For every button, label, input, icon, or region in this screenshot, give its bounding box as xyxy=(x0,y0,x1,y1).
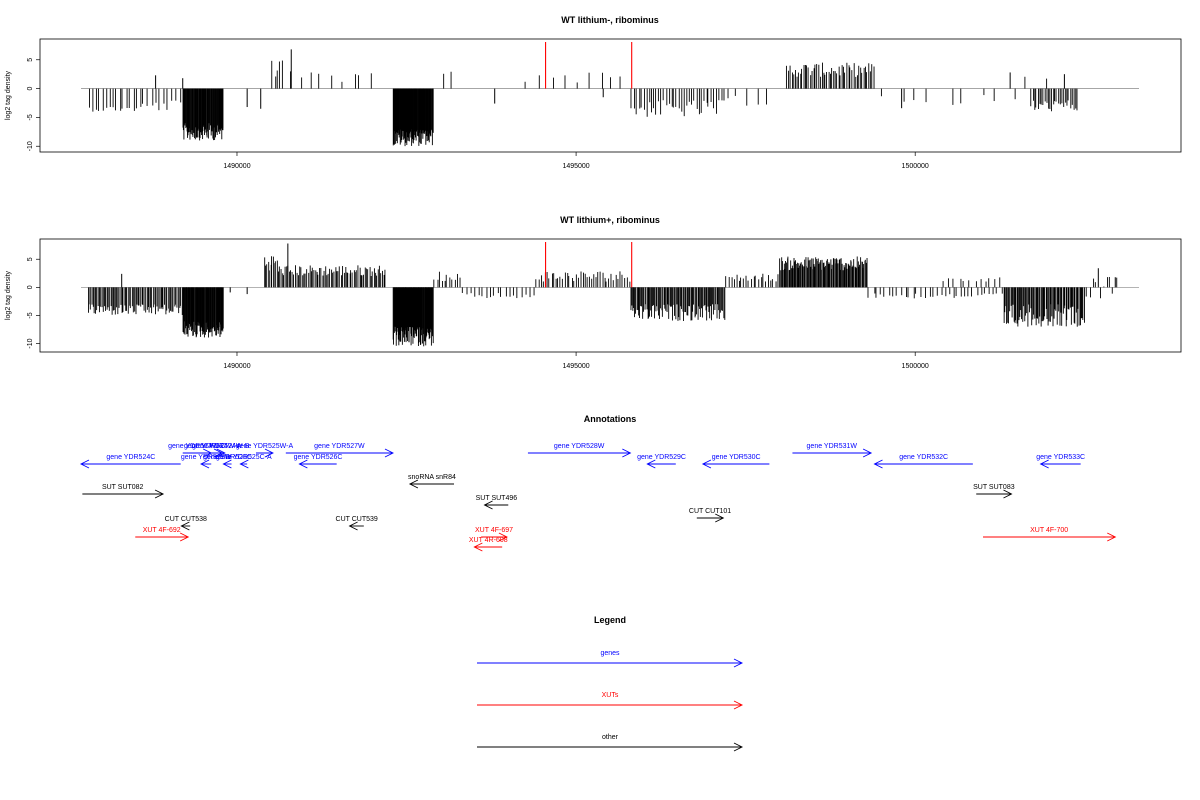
feature-arrowhead xyxy=(180,521,190,531)
feature-arrowhead xyxy=(264,448,274,458)
feature-label: gene YDR526C xyxy=(294,454,343,461)
annotations-title: Annotations xyxy=(584,414,637,424)
feature-arrowhead xyxy=(348,521,358,531)
legend-arrowhead xyxy=(733,658,744,668)
feature-label: gene YDR525C-A xyxy=(216,454,272,461)
feature-label: gene YDR527W xyxy=(314,443,365,450)
feature-arrowhead xyxy=(483,500,493,510)
bar-series xyxy=(88,243,1118,347)
y-axis-label: log2 tag density xyxy=(5,70,12,120)
feature-label: CUT CUT101 xyxy=(689,508,731,515)
feature-label: XUT 4R-608 xyxy=(469,537,508,544)
bar-series xyxy=(89,49,1078,147)
y-tick-label: -10 xyxy=(27,338,34,348)
feature-label: gene YDR529C xyxy=(637,454,686,461)
plot-frame xyxy=(39,238,1182,353)
feature-label: gene YDR530C xyxy=(712,454,761,461)
feature-label: gene YDR533C xyxy=(1036,454,1085,461)
feature-label: gene YDR525W xyxy=(181,454,232,461)
feature-label: XUT 4F-697 xyxy=(475,527,513,534)
feature-label: XUT 4F-692 xyxy=(143,527,181,534)
x-tick-label: 1495000 xyxy=(562,363,589,370)
feature-arrowhead xyxy=(498,532,508,542)
y-tick-label: -5 xyxy=(27,114,34,120)
feature-arrowhead xyxy=(473,542,483,552)
feature-arrowhead xyxy=(715,513,725,523)
feature-arrowhead xyxy=(154,489,165,499)
feature-arrowhead xyxy=(200,459,210,469)
x-tick-label: 1500000 xyxy=(902,363,929,370)
feature-arrowhead xyxy=(298,459,308,469)
y-axis-label: log2 tag density xyxy=(5,270,12,320)
x-tick-label: 1490000 xyxy=(223,363,250,370)
feature-label: SUT SUT496 xyxy=(476,495,518,502)
chart-title: WT lithium+, ribominus xyxy=(560,215,660,225)
y-tick-label: 0 xyxy=(27,285,34,289)
legend-panel: Legend genes XUTs other xyxy=(477,615,744,752)
feature-label: CUT CUT539 xyxy=(336,516,378,523)
y-tick-label: 0 xyxy=(27,87,34,91)
legend-item-label: genes xyxy=(600,650,620,657)
legend-item-label: XUTs xyxy=(602,692,619,699)
chart-lithium-minus: WT lithium-, ribominus -10 -5 0 5 log2 tag de… xyxy=(5,15,1182,170)
feature-label: gene YDR525W-A xyxy=(236,443,294,450)
feature-label: CUT CUT538 xyxy=(165,516,207,523)
feature-label: gene YDR531W xyxy=(807,443,858,450)
feature-arrowhead xyxy=(862,448,873,458)
feature-label: gene YDR524C xyxy=(106,454,155,461)
feature-label: gene YDR524W-B xyxy=(192,443,250,450)
feature-arrowhead xyxy=(239,459,249,469)
feature-arrowhead xyxy=(384,448,394,458)
feature-arrowhead xyxy=(1003,489,1013,499)
x-tick-label: 1490000 xyxy=(223,163,250,170)
chart-title: WT lithium-, ribominus xyxy=(561,15,659,25)
y-tick-label: 5 xyxy=(27,257,34,261)
y-tick-label: -10 xyxy=(27,141,34,151)
feature-arrowhead xyxy=(1107,532,1117,542)
feature-label: gene YDR524W-A xyxy=(184,443,242,450)
y-tick-label: -5 xyxy=(27,312,34,318)
feature-label: gene YDR526C xyxy=(203,454,252,461)
x-tick-label: 1495000 xyxy=(562,163,589,170)
feature-arrowhead xyxy=(646,459,656,469)
feature-arrowhead xyxy=(701,459,712,469)
chart-lithium-plus: WT lithium+, ribominus -10 -5 0 5 log2 tag de… xyxy=(5,215,1182,370)
y-tick-label: 5 xyxy=(27,58,34,62)
feature-arrowhead xyxy=(79,459,90,469)
feature-arrowhead xyxy=(179,532,190,542)
feature-arrowhead xyxy=(408,479,419,489)
feature-label: XUT 4F-700 xyxy=(1030,527,1068,534)
x-tick-label: 1500000 xyxy=(902,163,929,170)
legend-arrowhead xyxy=(733,700,744,710)
legend-arrowhead xyxy=(733,742,744,752)
feature-label: SUT SUT083 xyxy=(973,484,1015,491)
feature-arrowhead xyxy=(1039,459,1049,469)
feature-label: SUT SUT082 xyxy=(102,484,144,491)
feature-arrowhead xyxy=(622,448,632,458)
feature-label: gene YDR528W xyxy=(554,443,605,450)
feature-arrowhead xyxy=(222,459,232,469)
legend-item-label: other xyxy=(602,734,619,741)
feature-label: gene YDR532C xyxy=(899,454,948,461)
feature-label: snoRNA snR84 xyxy=(408,474,456,481)
plot-frame xyxy=(39,38,1182,153)
feature-label: gene YDR524W-C xyxy=(168,443,226,450)
feature-arrowhead xyxy=(873,459,883,469)
feature-arrowhead xyxy=(216,448,226,458)
legend-title: Legend xyxy=(594,615,626,625)
